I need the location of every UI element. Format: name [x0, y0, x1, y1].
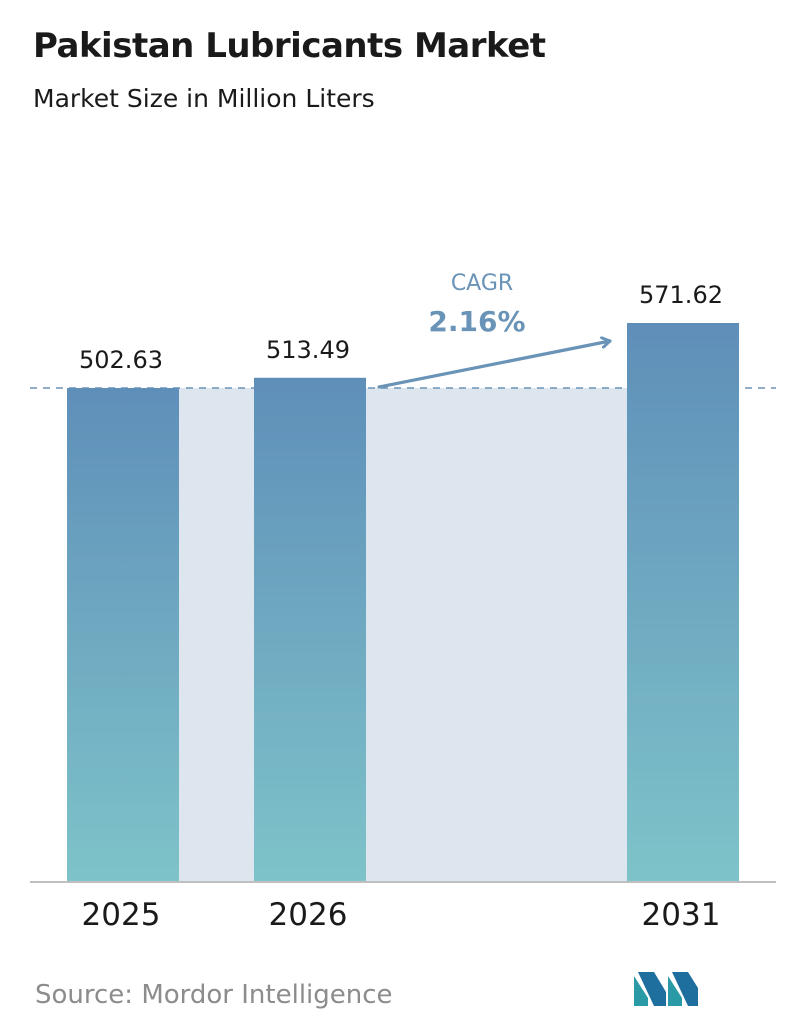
cagr-label: CAGR	[451, 271, 513, 296]
bar-value-label: 513.49	[266, 336, 350, 364]
bar-chart: 502.63 2025 513.49 2026 571.62 2031 CAGR 2.16%	[30, 271, 776, 933]
chart-title: Pakistan Lubricants Market	[33, 26, 546, 66]
chart-subtitle: Market Size in Million Liters	[33, 84, 375, 113]
x-tick-label: 2026	[269, 897, 348, 933]
background-band	[179, 388, 254, 882]
bar-2025	[67, 388, 179, 882]
bar-2026	[254, 377, 366, 882]
bar-value-label: 571.62	[639, 281, 723, 309]
bar-2031	[627, 323, 739, 882]
x-tick-label: 2025	[82, 897, 161, 933]
source-text: Source: Mordor Intelligence	[35, 980, 393, 1010]
cagr-arrow	[377, 341, 612, 389]
cagr-value: 2.16%	[428, 305, 525, 338]
mordor-intelligence-logo-icon	[634, 972, 698, 1006]
bar-value-label: 502.63	[79, 346, 163, 374]
background-band	[366, 388, 627, 882]
x-tick-label: 2031	[642, 897, 721, 933]
